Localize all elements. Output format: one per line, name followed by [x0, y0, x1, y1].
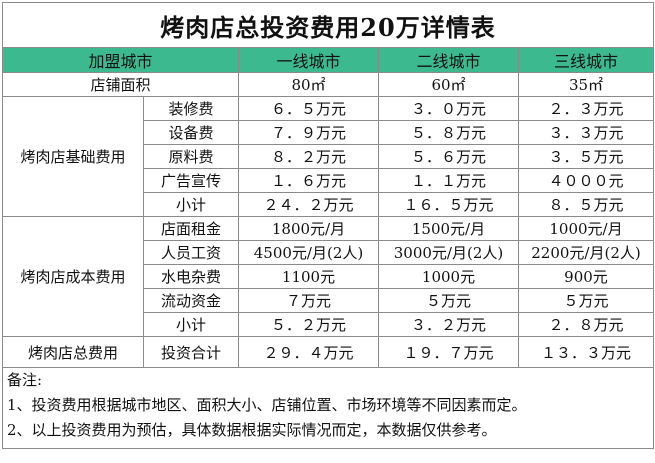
cell: ８．２万元	[238, 144, 379, 169]
cell: ５．８万元	[378, 120, 519, 145]
data-row: 流动资金 ７万元 ５万元 ５万元	[3, 288, 654, 313]
header-cell: 三线城市	[518, 47, 654, 73]
cell: ５万元	[518, 288, 654, 313]
data-row: 小计 ５．２万元 ３．２万元 ２．８万元	[3, 312, 654, 337]
cell: 4500元/月(2人)	[238, 240, 379, 265]
cell: １．６万元	[238, 168, 379, 193]
cell: 80㎡	[238, 72, 379, 97]
item-label: 装修费	[143, 96, 239, 121]
cell: ２．８万元	[518, 312, 654, 337]
title: 烤肉店总投资费用20万详情表	[2, 2, 654, 48]
cell: ５．２万元	[238, 312, 379, 337]
notes: 备注: 1、投资费用根据城市地区、面积大小、店铺位置、市场环境等不同因素而定。 2、…	[2, 367, 654, 449]
cell: １６．５万元	[378, 192, 519, 217]
item-label: 小计	[143, 192, 239, 217]
item-label: 设备费	[143, 120, 239, 145]
header-cell: 加盟城市	[2, 47, 239, 73]
header-cell: 一线城市	[238, 47, 379, 73]
data-row: 原料费 ８．２万元 ５．６万元 ３．５万元	[3, 144, 654, 169]
cell: １３．３万元	[518, 336, 654, 368]
header-cell: 二线城市	[378, 47, 519, 73]
cell: 2200元/月(2人)	[518, 240, 654, 265]
note-line: 1、投资费用根据城市地区、面积大小、店铺位置、市场环境等不同因素而定。	[7, 396, 527, 414]
cell: ４０００元	[518, 168, 654, 193]
item-label: 原料费	[143, 144, 239, 169]
cell: 1000元/月	[518, 216, 654, 241]
cell: ３．５万元	[518, 144, 654, 169]
item-label: 小计	[143, 312, 239, 337]
cost-table: 烤肉店总投资费用20万详情表 加盟城市 一线城市 二线城市 三线城市 店铺面积 80㎡ 60…	[2, 2, 654, 449]
header-row: 加盟城市 一线城市 二线城市 三线城市	[2, 47, 654, 73]
cell: １．１万元	[378, 168, 519, 193]
data-row: 小计 ２４．２万元 １６．５万元 ８．５万元	[3, 192, 654, 217]
cell: ７．９万元	[238, 120, 379, 145]
cell: 1000元	[378, 264, 519, 289]
cell: ３．２万元	[378, 312, 519, 337]
group-label: 烤肉店成本费用	[2, 216, 144, 337]
item-label: 流动资金	[143, 288, 239, 313]
group-label: 烤肉店基础费用	[2, 96, 144, 217]
cell: ６．５万元	[238, 96, 379, 121]
title-row: 烤肉店总投资费用20万详情表	[2, 2, 654, 48]
data-row: 烤肉店基础费用 装修费 ６．５万元 ３．０万元 ２．３万元	[2, 96, 654, 217]
data-row: 广告宣传 １．６万元 １．１万元 ４０００元	[3, 168, 654, 193]
data-row: 人员工资 4500元/月(2人) 3000元/月(2人) 2200元/月(2人)	[3, 240, 654, 265]
item-label: 店面租金	[143, 216, 239, 241]
cell: 35㎡	[518, 72, 654, 97]
data-row: 水电杂费 1100元 1000元 900元	[3, 264, 654, 289]
notes-row: 备注: 1、投资费用根据城市地区、面积大小、店铺位置、市场环境等不同因素而定。 2、…	[2, 367, 654, 449]
item-label: 广告宣传	[143, 168, 239, 193]
cell: ３．３万元	[518, 120, 654, 145]
cell: 1100元	[238, 264, 379, 289]
table-body: 烤肉店总投资费用20万详情表 加盟城市 一线城市 二线城市 三线城市 店铺面积 80㎡ 60…	[2, 2, 654, 449]
cell: １９．７万元	[378, 336, 519, 368]
data-row: 设备费 ７．９万元 ５．８万元 ３．３万元	[3, 120, 654, 145]
row-label: 店铺面积	[2, 72, 239, 97]
group-label: 烤肉店总费用	[2, 336, 144, 368]
cell: 1800元/月	[238, 216, 379, 241]
cell: ２９．４万元	[238, 336, 379, 368]
cell: ２．３万元	[518, 96, 654, 121]
cell: ５．６万元	[378, 144, 519, 169]
cell: 900元	[518, 264, 654, 289]
area-row: 店铺面积 80㎡ 60㎡ 35㎡	[2, 72, 654, 97]
cell: 3000元/月(2人)	[378, 240, 519, 265]
note-line: 备注:	[7, 371, 43, 389]
data-row: 烤肉店成本费用 店面租金 1800元/月 1500元/月 1000元/月	[2, 216, 654, 337]
cell: ５万元	[378, 288, 519, 313]
data-row: 烤肉店总费用 投资合计 ２９．４万元 １９．７万元 １３．３万元	[2, 336, 654, 368]
cell: ２４．２万元	[238, 192, 379, 217]
cell: ８．５万元	[518, 192, 654, 217]
cell: ７万元	[238, 288, 379, 313]
cell: 1500元/月	[378, 216, 519, 241]
cell: 60㎡	[378, 72, 519, 97]
item-label: 人员工资	[143, 240, 239, 265]
item-label: 投资合计	[143, 336, 239, 368]
item-label: 水电杂费	[143, 264, 239, 289]
cell: ３．０万元	[378, 96, 519, 121]
note-line: 2、以上投资费用为预估，具体数据根据实际情况而定，本数据仅供参考。	[7, 421, 497, 439]
